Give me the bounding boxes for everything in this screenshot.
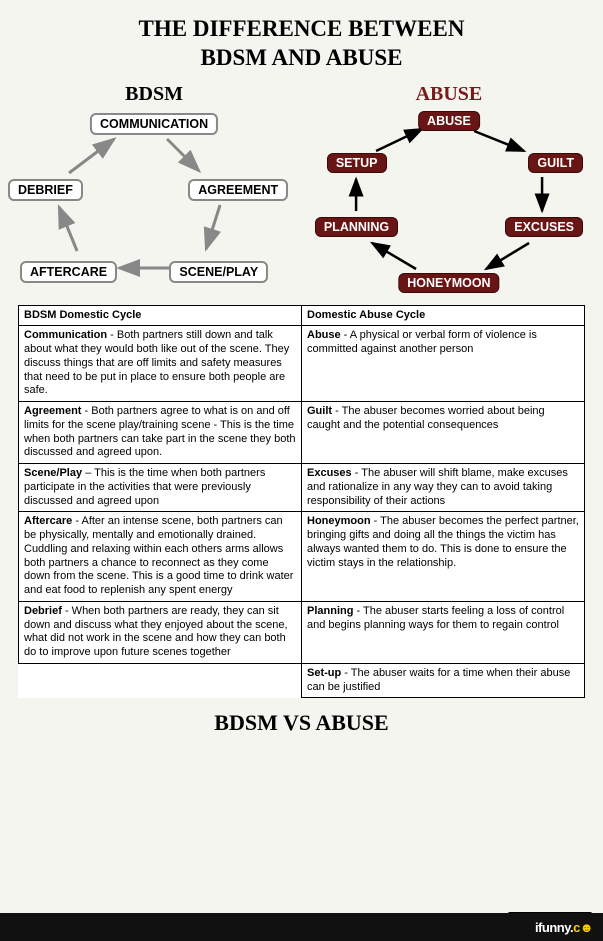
node-excuses: EXCUSES bbox=[505, 217, 583, 237]
header-bdsm-cycle: BDSM Domestic Cycle bbox=[19, 305, 302, 326]
table-row: Debrief - When both partners are ready, … bbox=[19, 601, 585, 663]
main-title: THE DIFFERENCE BETWEEN BDSM AND ABUSE bbox=[18, 15, 585, 73]
term-label: Debrief bbox=[24, 605, 62, 617]
table-row: Aftercare - After an intense scene, both… bbox=[19, 512, 585, 602]
page-container: THE DIFFERENCE BETWEEN BDSM AND ABUSE BD… bbox=[0, 0, 603, 736]
table-cell-right: Abuse - A physical or verbal form of vio… bbox=[302, 326, 585, 402]
table-cell-right: Set-up - The abuser waits for a time whe… bbox=[302, 663, 585, 698]
term-label: Scene/Play bbox=[24, 467, 82, 479]
node-debrief: DEBRIEF bbox=[8, 179, 83, 201]
table-cell-left: Communication - Both partners still down… bbox=[19, 326, 302, 402]
abuse-section: ABUSE bbox=[313, 83, 585, 301]
node-honeymoon: HONEYMOON bbox=[398, 273, 499, 293]
node-guilt: GUILT bbox=[528, 153, 583, 173]
term-label: Guilt bbox=[307, 405, 332, 417]
term-label: Agreement bbox=[24, 405, 81, 417]
term-label: Planning bbox=[307, 605, 353, 617]
table-header-row: BDSM Domestic Cycle Domestic Abuse Cycle bbox=[19, 305, 585, 326]
bdsm-title: BDSM bbox=[125, 83, 183, 106]
table-cell-left: Aftercare - After an intense scene, both… bbox=[19, 512, 302, 602]
term-label: Set-up bbox=[307, 667, 341, 679]
table-cell-left: Agreement - Both partners agree to what … bbox=[19, 402, 302, 464]
node-setup: SETUP bbox=[327, 153, 387, 173]
table-row: Communication - Both partners still down… bbox=[19, 326, 585, 402]
term-label: Communication bbox=[24, 329, 107, 341]
table-cell-right: Honeymoon - The abuser becomes the perfe… bbox=[302, 512, 585, 602]
node-communication: COMMUNICATION bbox=[90, 113, 218, 135]
header-abuse-cycle: Domestic Abuse Cycle bbox=[302, 305, 585, 326]
ifunny-watermark: ifunny.c☻ bbox=[535, 920, 593, 935]
node-scene-play: SCENE/PLAY bbox=[169, 261, 268, 283]
ifunny-suffix: c☻ bbox=[573, 920, 593, 935]
table-row: Scene/Play – This is the time when both … bbox=[19, 464, 585, 512]
title-line-1: THE DIFFERENCE BETWEEN bbox=[18, 15, 585, 44]
definitions-table: BDSM Domestic Cycle Domestic Abuse Cycle… bbox=[18, 305, 585, 699]
cycle-sections: BDSM COMMUNICATIO bbox=[18, 83, 585, 301]
term-label: Abuse bbox=[307, 329, 341, 341]
node-aftercare: AFTERCARE bbox=[20, 261, 117, 283]
table-row: Set-up - The abuser waits for a time whe… bbox=[19, 663, 585, 698]
bottom-title: BDSM VS ABUSE bbox=[18, 710, 585, 736]
table-cell-left: Scene/Play – This is the time when both … bbox=[19, 464, 302, 512]
bdsm-section: BDSM COMMUNICATIO bbox=[18, 83, 290, 301]
title-line-2: BDSM AND ABUSE bbox=[18, 44, 585, 73]
watermark-bar: ifunny.c☻ bbox=[0, 913, 603, 941]
abuse-cycle: ABUSE GUILT EXCUSES HONEYMOON PLANNING S… bbox=[313, 111, 585, 301]
abuse-title: ABUSE bbox=[416, 83, 483, 106]
table-cell-left: Debrief - When both partners are ready, … bbox=[19, 601, 302, 663]
table-cell-right: Guilt - The abuser becomes worried about… bbox=[302, 402, 585, 464]
term-label: Honeymoon bbox=[307, 515, 371, 527]
table-cell-left bbox=[19, 663, 302, 698]
ifunny-text: ifunny. bbox=[535, 920, 573, 935]
node-agreement: AGREEMENT bbox=[188, 179, 288, 201]
node-planning: PLANNING bbox=[315, 217, 398, 237]
bdsm-cycle: COMMUNICATION AGREEMENT SCENE/PLAY AFTER… bbox=[18, 111, 290, 301]
table-cell-right: Excuses - The abuser will shift blame, m… bbox=[302, 464, 585, 512]
term-label: Aftercare bbox=[24, 515, 72, 527]
table-row: Agreement - Both partners agree to what … bbox=[19, 402, 585, 464]
term-label: Excuses bbox=[307, 467, 352, 479]
table-cell-right: Planning - The abuser starts feeling a l… bbox=[302, 601, 585, 663]
node-abuse: ABUSE bbox=[418, 111, 480, 131]
